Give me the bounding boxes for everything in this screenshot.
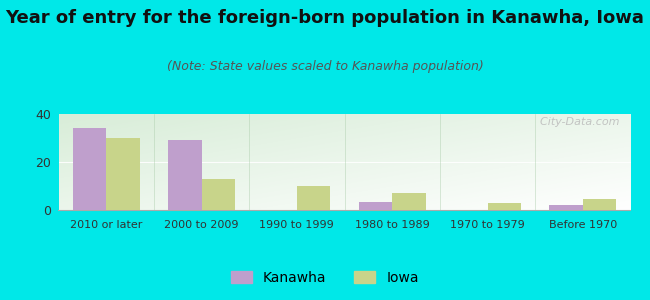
Text: Year of entry for the foreign-born population in Kanawha, Iowa: Year of entry for the foreign-born popul… bbox=[6, 9, 644, 27]
Text: (Note: State values scaled to Kanawha population): (Note: State values scaled to Kanawha po… bbox=[166, 60, 484, 73]
Bar bbox=[73, 128, 106, 210]
Bar bbox=[549, 205, 583, 210]
Bar bbox=[359, 202, 392, 210]
Bar bbox=[488, 203, 521, 210]
Bar bbox=[392, 193, 426, 210]
Bar bbox=[106, 138, 140, 210]
Bar bbox=[168, 140, 202, 210]
Legend: Kanawha, Iowa: Kanawha, Iowa bbox=[226, 265, 424, 290]
Bar bbox=[583, 199, 616, 210]
Bar bbox=[297, 186, 330, 210]
Bar bbox=[202, 179, 235, 210]
Text: City-Data.com: City-Data.com bbox=[532, 117, 619, 127]
